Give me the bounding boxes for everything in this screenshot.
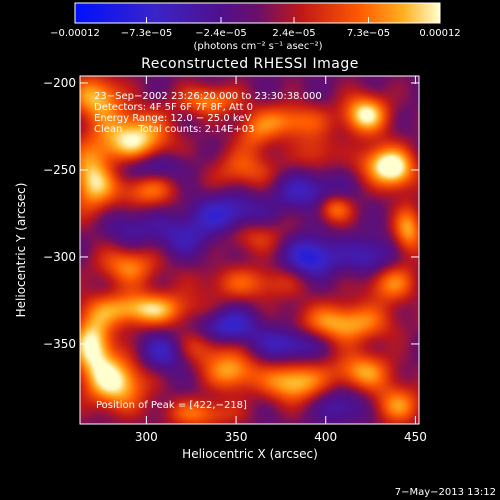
colorbar-tick-label: 7.3e−05 — [347, 28, 390, 39]
colorbar-tick-label: 2.4e−05 — [272, 28, 315, 39]
colorbar-tick-label: −0.00012 — [50, 28, 100, 39]
info-line-time: 23−Sep−2002 23:26:20.000 to 23:30:38.000 — [94, 91, 322, 102]
y-tick-label: −250 — [43, 163, 76, 177]
y-axis: −200 −250 −300 −350 — [43, 76, 419, 351]
x-axis: 300 350 400 450 — [135, 76, 427, 444]
date-stamp: 7−May−2013 13:12 — [395, 487, 496, 498]
observation-info: 23−Sep−2002 23:26:20.000 to 23:30:38.000… — [94, 91, 322, 135]
info-line-energy: Energy Range: 12.0 − 25.0 keV — [94, 113, 251, 124]
colorbar — [74, 2, 441, 24]
x-tick-label: 300 — [135, 430, 158, 444]
peak-position-label: Position of Peak = [422,−218] — [96, 400, 247, 411]
y-tick-label: −300 — [43, 250, 76, 264]
image-area — [80, 76, 419, 424]
colorbar-ticks: −0.00012 −7.3e−05 −2.4e−05 2.4e−05 7.3e−05 0.… — [50, 17, 461, 39]
colorbar-tick-label: 0.00012 — [419, 28, 460, 39]
plot-frame — [79, 75, 420, 425]
colorbar-unit-label: (photons cm⁻² s⁻¹ asec⁻²) — [193, 41, 322, 52]
chart-title: Reconstructed RHESSI Image — [141, 56, 359, 72]
y-tick-label: −350 — [43, 337, 76, 351]
x-tick-label: 350 — [225, 430, 248, 444]
info-line-counts: Clean Total counts: 2.14E+03 — [94, 124, 254, 135]
colorbar-tick-label: −7.3e−05 — [121, 28, 173, 39]
heatmap-image — [80, 76, 419, 424]
colorbar-tick-label: −2.4e−05 — [195, 28, 247, 39]
y-tick-label: −200 — [43, 76, 76, 90]
info-line-detectors: Detectors: 4F 5F 6F 7F 8F, Att 0 — [94, 102, 253, 113]
x-axis-label: Heliocentric X (arcsec) — [182, 447, 318, 461]
x-tick-label: 450 — [404, 430, 427, 444]
y-axis-label: Heliocentric Y (arcsec) — [14, 183, 28, 318]
x-tick-label: 400 — [314, 430, 337, 444]
